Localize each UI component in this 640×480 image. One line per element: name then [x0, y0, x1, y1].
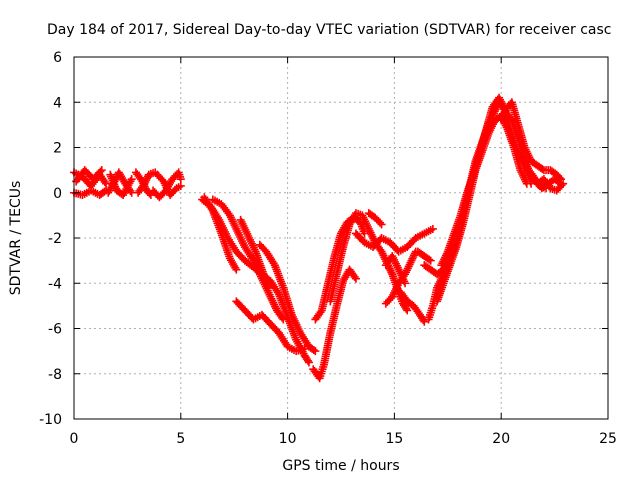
data-point: [232, 265, 241, 274]
y-axis-label: SDTVAR / TECUs: [8, 181, 24, 296]
data-point: [426, 256, 435, 265]
data-point: [420, 317, 429, 326]
data-point: [97, 166, 106, 175]
x-tick-label: 10: [279, 431, 297, 447]
data-point: [140, 179, 149, 188]
data-point: [377, 220, 386, 229]
data-point: [350, 272, 359, 281]
data-point: [311, 347, 320, 356]
y-tick-label: 0: [53, 186, 62, 202]
y-tick-label: -4: [48, 276, 62, 292]
data-point: [409, 253, 418, 262]
data-point: [403, 306, 412, 315]
y-tick-label: -10: [39, 412, 62, 428]
data-point: [176, 181, 185, 190]
data-point: [304, 358, 313, 367]
data-point: [538, 164, 547, 173]
data-point: [425, 255, 434, 264]
data-point: [428, 224, 437, 233]
data-point: [127, 175, 136, 184]
data-point: [557, 181, 566, 190]
y-tick-label: -6: [48, 322, 62, 338]
data-point: [102, 179, 111, 188]
x-axis-label: GPS time / hours: [282, 458, 399, 474]
data-point: [407, 256, 416, 265]
axis-ticks: [73, 56, 609, 420]
data-point: [385, 264, 394, 273]
x-tick-label: 20: [492, 431, 510, 447]
x-tick-label: 0: [70, 431, 79, 447]
data-point: [278, 313, 287, 322]
x-tick-label: 25: [599, 431, 617, 447]
data-point: [351, 274, 360, 283]
data-point: [375, 218, 384, 227]
x-tick-label: 15: [385, 431, 403, 447]
data-point: [316, 308, 325, 317]
y-tick-label: 4: [53, 95, 62, 111]
data-point: [386, 266, 395, 275]
y-tick-label: 6: [53, 50, 62, 66]
data-point: [408, 254, 417, 263]
data-point: [142, 176, 151, 185]
y-tick-label: 2: [53, 141, 62, 157]
data-point: [96, 167, 105, 176]
data-point: [303, 356, 312, 365]
x-tick-labels: 0 5 10 15 20 25: [70, 431, 617, 447]
data-point: [309, 345, 318, 354]
y-tick-label: -2: [48, 231, 62, 247]
y-tick-label: -8: [48, 367, 62, 383]
chart-title: Day 184 of 2017, Sidereal Day-to-day VTE…: [47, 22, 611, 38]
data-point: [141, 177, 150, 186]
data-point: [402, 304, 411, 313]
data-point: [143, 174, 152, 183]
data-point: [559, 179, 568, 188]
data-point: [264, 283, 273, 292]
data-point: [176, 175, 185, 184]
data-marks: [70, 93, 568, 383]
data-point: [100, 177, 109, 186]
data-point: [279, 315, 288, 324]
y-tick-labels: -10 -8 -6 -4 -2 0 2 4 6: [39, 50, 62, 428]
x-tick-label: 5: [176, 431, 185, 447]
data-point: [410, 251, 419, 260]
data-point: [387, 268, 396, 277]
data-point: [300, 344, 309, 353]
